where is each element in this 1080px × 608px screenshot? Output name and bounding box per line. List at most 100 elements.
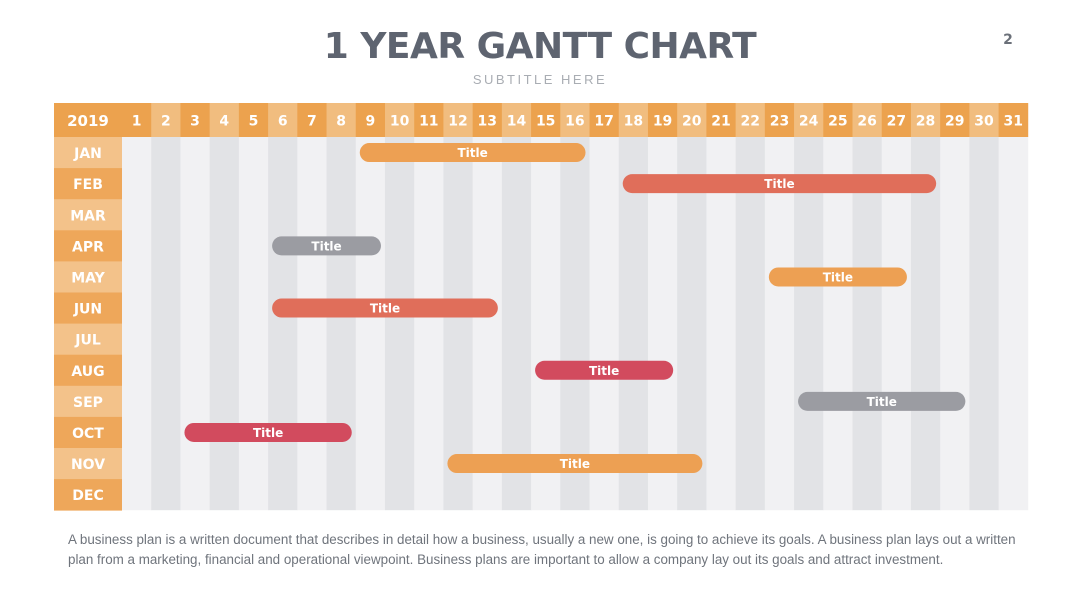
task-bar-oct[interactable] — [184, 422, 352, 442]
day-column-25 — [823, 137, 853, 511]
day-tick-label: 8 — [336, 114, 346, 130]
day-header-cell — [647, 103, 678, 137]
task-label: Title — [457, 146, 487, 160]
day-tick-label: 18 — [624, 114, 643, 130]
day-header-cell — [852, 103, 883, 137]
day-column-24 — [794, 137, 824, 511]
month-label-may: MAY — [71, 270, 105, 286]
day-header-cell — [151, 103, 181, 137]
day-column-11 — [414, 137, 444, 511]
day-tick-label: 24 — [799, 114, 819, 130]
day-column-9 — [355, 137, 386, 511]
day-column-10 — [384, 137, 415, 511]
task-bar-aug[interactable] — [535, 360, 674, 380]
task-bar-may[interactable] — [768, 267, 907, 287]
task-label: Title — [253, 426, 283, 440]
day-header-cell — [443, 103, 474, 137]
month-cell — [54, 168, 122, 200]
day-header-cell — [238, 103, 269, 137]
task-bar-jan[interactable] — [359, 143, 586, 163]
day-tick-label: 22 — [740, 114, 759, 130]
day-tick-label: 7 — [307, 114, 317, 130]
task-bar-feb[interactable] — [622, 174, 937, 194]
day-column-28 — [910, 137, 941, 511]
day-column-12 — [443, 137, 474, 511]
day-column-30 — [969, 137, 999, 511]
day-column-2 — [151, 137, 181, 511]
day-tick-label: 14 — [507, 114, 527, 130]
month-label-mar: MAR — [70, 208, 106, 224]
day-tick-label: 15 — [536, 114, 555, 130]
task-bar-sep[interactable] — [798, 391, 966, 411]
day-header-cell — [910, 103, 941, 137]
day-header-cell — [472, 103, 503, 137]
month-cell — [54, 323, 122, 356]
gantt-chart: 2019 1 2 3 4 5 6 7 8 9 10 11 12 13 14 15 16 17 18 19 20 21 22 2… — [54, 103, 1029, 511]
day-header-cell — [706, 103, 737, 137]
year-label: 2019 — [67, 112, 109, 130]
day-column-17 — [589, 137, 620, 511]
day-tick-label: 21 — [711, 114, 730, 130]
day-header-cell — [589, 103, 620, 137]
day-tick-label: 12 — [448, 114, 467, 130]
day-header-cell — [881, 103, 912, 137]
day-tick-label: 25 — [828, 114, 847, 130]
day-column-20 — [677, 137, 707, 511]
day-tick-label: 4 — [219, 114, 229, 130]
day-header-cell — [122, 103, 152, 137]
day-tick-label: 26 — [857, 114, 876, 130]
day-column-18 — [618, 137, 649, 511]
day-column-8 — [326, 137, 357, 511]
page-title: 1 YEAR GANTT CHART — [323, 26, 757, 67]
day-column-7 — [297, 137, 327, 511]
month-cell — [54, 230, 122, 262]
day-header-cell — [794, 103, 824, 137]
day-tick-label: 31 — [1003, 114, 1022, 130]
day-column-3 — [180, 137, 211, 511]
month-label-dec: DEC — [72, 488, 103, 504]
day-column-21 — [706, 137, 737, 511]
day-column-5 — [238, 137, 269, 511]
month-label-feb: FEB — [73, 177, 103, 193]
description-text: A business plan is a written document th… — [68, 532, 1016, 567]
day-tick-label: 16 — [565, 114, 584, 130]
month-cell — [54, 137, 122, 169]
day-tick-label: 2 — [161, 114, 171, 130]
month-cell — [54, 354, 122, 387]
task-label: Title — [764, 177, 794, 191]
day-header-cell — [940, 103, 970, 137]
day-column-13 — [472, 137, 503, 511]
task-label: Title — [370, 302, 400, 316]
day-header-cell — [414, 103, 444, 137]
day-column-15 — [531, 137, 561, 511]
month-cell — [54, 385, 122, 418]
day-header-cell — [823, 103, 853, 137]
day-tick-label: 27 — [887, 114, 906, 130]
task-bar-nov[interactable] — [447, 454, 703, 474]
task-bar-apr[interactable] — [272, 236, 381, 256]
day-column-19 — [647, 137, 678, 511]
day-tick-label: 5 — [249, 114, 259, 130]
day-header-cell — [735, 103, 766, 137]
day-header-cell — [180, 103, 211, 137]
task-label: Title — [589, 364, 619, 378]
page-subtitle: SUBTITLE HERE — [472, 72, 608, 87]
month-cell — [54, 292, 122, 324]
day-tick-label: 3 — [190, 114, 200, 130]
day-column-1 — [122, 137, 152, 511]
day-header-cell — [326, 103, 357, 137]
day-tick-label: 23 — [770, 114, 789, 130]
month-label-jun: JUN — [73, 302, 102, 318]
day-tick-label: 28 — [916, 114, 935, 130]
day-tick-label: 6 — [278, 114, 288, 130]
day-tick-label: 1 — [132, 114, 142, 130]
month-label-jan: JAN — [73, 146, 102, 162]
task-bar-jun[interactable] — [272, 298, 498, 318]
month-cell — [54, 261, 122, 293]
day-tick-label: 13 — [478, 114, 497, 130]
month-label-oct: OCT — [72, 426, 104, 442]
month-cell — [54, 448, 122, 480]
page-number: 2 — [1003, 32, 1013, 48]
task-label: Title — [823, 270, 853, 284]
day-header-cell — [209, 103, 240, 137]
